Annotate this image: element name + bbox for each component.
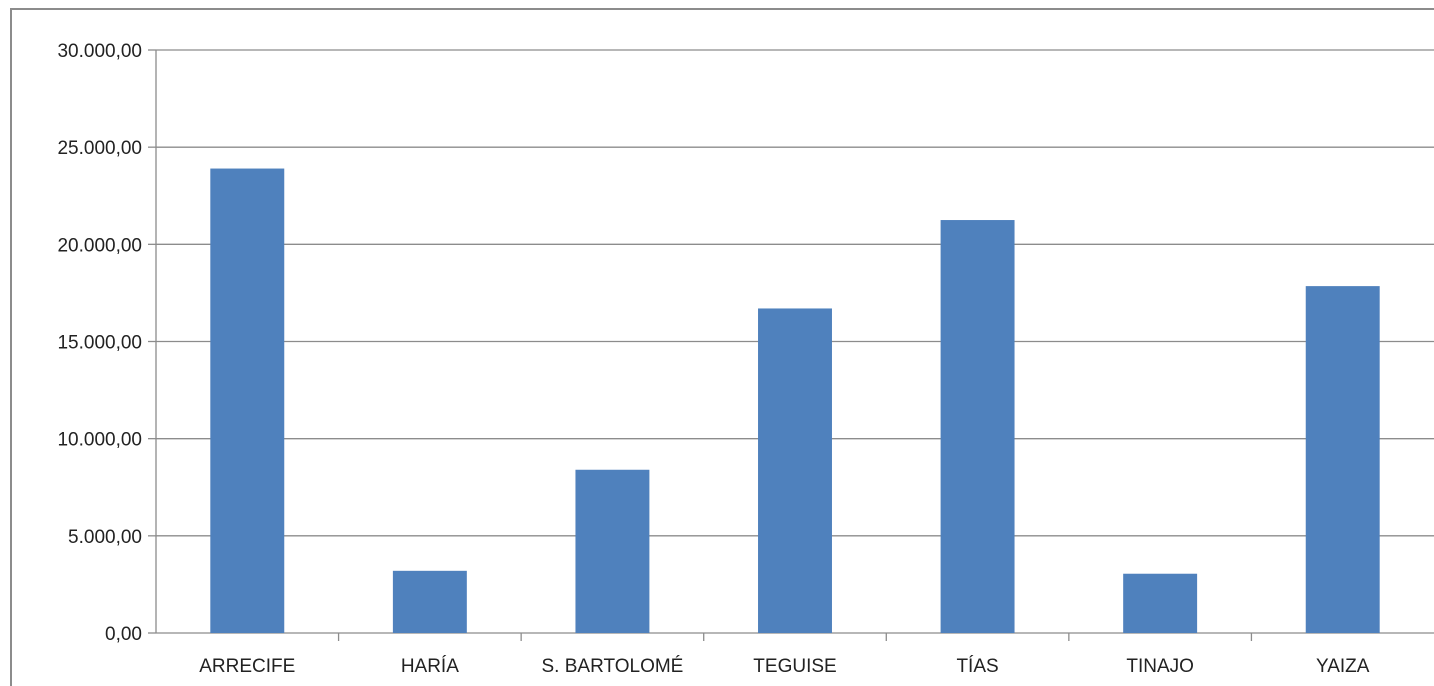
x-tick-label-2: S. BARTOLOMÉ [542,656,684,677]
bar-1 [392,570,467,633]
bars [210,168,1380,633]
tick-labels: 0,00 5.000,00 10.000,00 15.000,00 20.000,00 2… [57,41,1369,677]
y-tick-label-0: 0,00 [105,624,142,645]
x-tick-label-5: TINAJO [1126,656,1194,677]
x-tick-label-3: TEGUISE [753,656,836,677]
x-tick-label-1: HARÍA [401,656,459,677]
x-tick-label-4: TÍAS [956,656,998,677]
x-tick-label-0: ARRECIFE [199,656,295,677]
y-tick-label-4: 20.000,00 [57,235,142,256]
axes [148,49,1253,641]
y-tick-label-1: 5.000,00 [68,527,142,548]
bar-0 [210,168,285,633]
y-tick-label-2: 10.000,00 [57,430,142,451]
bar-5 [1123,573,1198,633]
y-tick-label-3: 15.000,00 [57,333,142,354]
bar-4 [940,220,1015,633]
y-tick-label-5: 25.000,00 [57,138,142,159]
bar-6 [1305,286,1380,633]
bar-3 [758,308,832,633]
bar-2 [575,469,650,633]
y-tick-label-6: 30.000,00 [57,41,142,62]
x-tick-label-6: YAIZA [1316,656,1370,677]
